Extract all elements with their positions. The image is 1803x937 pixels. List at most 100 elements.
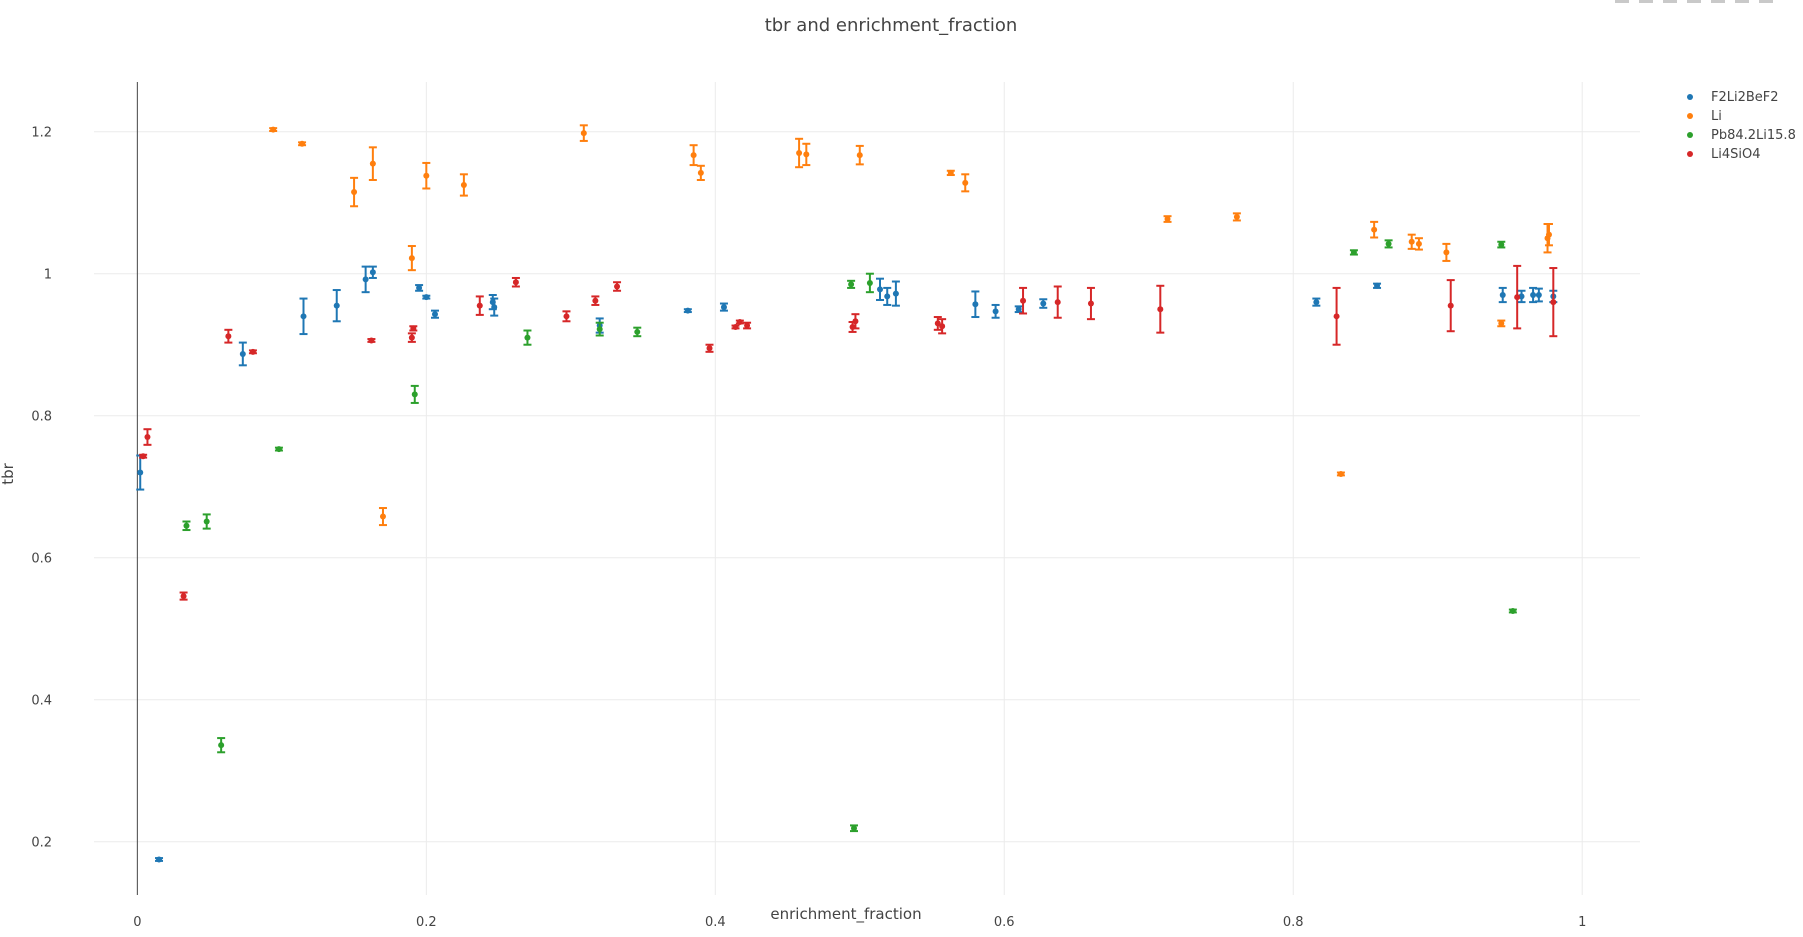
series-Li4SiO4[interactable]	[139, 264, 1558, 601]
data-point[interactable]	[379, 513, 386, 520]
camera-icon[interactable]	[1615, 0, 1629, 3]
data-point[interactable]	[1374, 282, 1381, 289]
data-point[interactable]	[744, 322, 751, 329]
data-point[interactable]	[884, 293, 891, 300]
data-point[interactable]	[300, 313, 307, 320]
data-point[interactable]	[411, 391, 418, 398]
data-point[interactable]	[720, 304, 727, 311]
data-point[interactable]	[736, 318, 743, 325]
data-point[interactable]	[431, 311, 438, 318]
data-point[interactable]	[249, 348, 256, 355]
data-point[interactable]	[934, 320, 941, 327]
data-point[interactable]	[1337, 470, 1344, 477]
zoom-in-icon[interactable]	[1687, 0, 1701, 3]
data-point[interactable]	[866, 279, 873, 286]
data-point[interactable]	[333, 302, 340, 309]
data-point[interactable]	[1498, 320, 1505, 327]
data-point[interactable]	[1535, 292, 1542, 299]
data-point[interactable]	[225, 333, 232, 340]
data-point[interactable]	[706, 345, 713, 352]
legend-label[interactable]: Li	[1711, 109, 1722, 124]
data-point[interactable]	[1443, 249, 1450, 256]
data-point[interactable]	[850, 825, 857, 832]
data-point[interactable]	[939, 323, 946, 330]
plot-area[interactable]	[136, 124, 1558, 863]
data-point[interactable]	[852, 318, 859, 325]
data-point[interactable]	[580, 130, 587, 137]
data-point[interactable]	[144, 434, 151, 441]
data-point[interactable]	[1499, 292, 1506, 299]
data-point[interactable]	[351, 189, 358, 196]
data-point[interactable]	[423, 172, 430, 179]
legend-marker[interactable]	[1687, 113, 1693, 119]
data-point[interactable]	[1530, 292, 1537, 299]
data-point[interactable]	[369, 269, 376, 276]
data-point[interactable]	[183, 522, 190, 529]
data-point[interactable]	[972, 301, 979, 308]
data-point[interactable]	[203, 518, 210, 525]
data-point[interactable]	[524, 334, 531, 341]
data-point[interactable]	[1015, 306, 1022, 313]
zoom-icon[interactable]	[1639, 0, 1653, 3]
data-point[interactable]	[156, 856, 163, 863]
data-point[interactable]	[218, 742, 225, 749]
data-point[interactable]	[848, 281, 855, 288]
data-point[interactable]	[1164, 216, 1171, 223]
data-point[interactable]	[1550, 299, 1557, 306]
data-point[interactable]	[1509, 607, 1516, 614]
data-point[interactable]	[137, 469, 144, 476]
data-point[interactable]	[856, 152, 863, 159]
series-Li[interactable]	[269, 124, 1553, 527]
data-point[interactable]	[592, 297, 599, 304]
data-point[interactable]	[1408, 238, 1415, 245]
data-point[interactable]	[796, 150, 803, 157]
legend-marker[interactable]	[1687, 151, 1693, 157]
data-point[interactable]	[140, 453, 147, 460]
data-point[interactable]	[1385, 240, 1392, 247]
data-point[interactable]	[491, 304, 498, 311]
legend-label[interactable]: F2Li2BeF2	[1711, 90, 1779, 105]
data-point[interactable]	[476, 302, 483, 309]
data-point[interactable]	[180, 593, 187, 600]
data-point[interactable]	[1415, 240, 1422, 247]
data-point[interactable]	[614, 283, 621, 290]
data-point[interactable]	[1054, 299, 1061, 306]
data-point[interactable]	[1333, 313, 1340, 320]
data-point[interactable]	[410, 325, 417, 332]
data-point[interactable]	[460, 181, 467, 188]
pan-icon[interactable]	[1663, 0, 1677, 3]
data-point[interactable]	[275, 446, 282, 453]
autoscale-icon[interactable]	[1735, 0, 1749, 3]
data-point[interactable]	[423, 294, 430, 301]
legend-marker[interactable]	[1687, 132, 1693, 138]
data-point[interactable]	[697, 169, 704, 176]
reset-axes-icon[interactable]	[1759, 0, 1773, 3]
series-F2Li2BeF2[interactable]	[136, 265, 1558, 863]
data-point[interactable]	[992, 308, 999, 315]
data-point[interactable]	[362, 276, 369, 283]
legend-label[interactable]: Li4SiO4	[1711, 147, 1761, 162]
data-point[interactable]	[892, 290, 899, 297]
data-point[interactable]	[416, 284, 423, 291]
data-point[interactable]	[563, 313, 570, 320]
data-point[interactable]	[1498, 241, 1505, 248]
data-point[interactable]	[690, 152, 697, 159]
data-point[interactable]	[1040, 300, 1047, 307]
data-point[interactable]	[408, 255, 415, 262]
data-point[interactable]	[962, 179, 969, 186]
data-point[interactable]	[1371, 226, 1378, 233]
legend-marker[interactable]	[1687, 94, 1693, 100]
zoom-out-icon[interactable]	[1711, 0, 1725, 3]
legend-label[interactable]: Pb84.2Li15.8	[1711, 128, 1796, 143]
data-point[interactable]	[239, 350, 246, 357]
data-point[interactable]	[369, 160, 376, 167]
data-point[interactable]	[1313, 299, 1320, 306]
data-point[interactable]	[408, 334, 415, 341]
data-point[interactable]	[877, 286, 884, 293]
series-Pb84.2Li15.8[interactable]	[182, 239, 1517, 833]
data-point[interactable]	[1233, 213, 1240, 220]
data-point[interactable]	[512, 279, 519, 286]
data-point[interactable]	[1087, 300, 1094, 307]
data-point[interactable]	[368, 337, 375, 344]
